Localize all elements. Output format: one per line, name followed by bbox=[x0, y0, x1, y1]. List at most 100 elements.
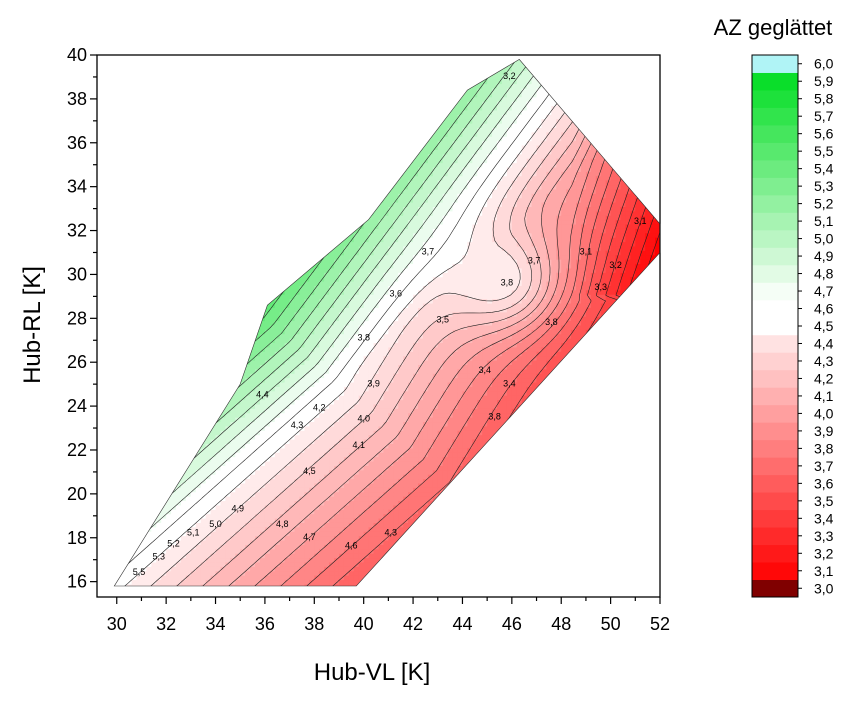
field-cell bbox=[136, 219, 143, 225]
field-cell bbox=[146, 452, 152, 458]
field-cell bbox=[279, 421, 286, 427]
field-cell bbox=[141, 267, 147, 273]
field-cell bbox=[289, 87, 296, 93]
field-cell bbox=[126, 118, 133, 124]
field-cell bbox=[146, 338, 152, 344]
field-cell bbox=[245, 223, 251, 229]
field-cell bbox=[279, 136, 286, 142]
field-cell bbox=[200, 553, 207, 559]
field-cell bbox=[289, 307, 296, 313]
field-cell bbox=[264, 526, 271, 532]
field-cell bbox=[102, 246, 108, 251]
field-cell bbox=[161, 557, 167, 563]
field-cell bbox=[180, 87, 187, 93]
field-cell bbox=[269, 346, 276, 352]
field-cell bbox=[121, 346, 128, 352]
field-cell bbox=[259, 351, 266, 357]
field-cell bbox=[259, 452, 266, 458]
field-cell bbox=[166, 197, 172, 203]
field-cell bbox=[171, 70, 177, 76]
field-cell bbox=[136, 263, 143, 269]
field-cell bbox=[269, 263, 276, 269]
field-cell bbox=[146, 285, 152, 291]
field-cell bbox=[146, 469, 152, 475]
field-cell bbox=[195, 504, 202, 510]
field-cell bbox=[269, 316, 276, 322]
field-cell bbox=[215, 324, 222, 330]
field-cell bbox=[146, 553, 152, 559]
field-cell bbox=[180, 474, 187, 480]
field-cell bbox=[107, 487, 113, 492]
field-cell bbox=[156, 232, 162, 238]
field-cell bbox=[121, 228, 128, 234]
field-cell bbox=[269, 531, 276, 537]
field-cell bbox=[200, 403, 207, 409]
field-cell bbox=[255, 373, 261, 379]
field-cell bbox=[215, 79, 222, 85]
field-cell bbox=[126, 153, 133, 159]
field-cell bbox=[250, 364, 256, 370]
field-cell bbox=[126, 531, 133, 537]
field-cell bbox=[114, 509, 118, 515]
field-cell bbox=[284, 206, 291, 212]
field-cell bbox=[121, 439, 128, 444]
field-cell bbox=[289, 263, 296, 269]
field-cell bbox=[264, 583, 271, 586]
field-cell bbox=[176, 434, 182, 440]
field-cell bbox=[171, 474, 177, 480]
field-cell bbox=[146, 412, 152, 418]
field-cell bbox=[210, 149, 217, 155]
field-cell bbox=[146, 109, 152, 115]
field-cell bbox=[102, 509, 108, 514]
field-cell bbox=[205, 504, 212, 510]
field-cell bbox=[289, 175, 296, 181]
field-cell bbox=[245, 79, 251, 85]
field-cell bbox=[156, 302, 162, 308]
field-cell bbox=[116, 355, 123, 361]
field-cell bbox=[176, 74, 182, 80]
field-cell bbox=[102, 154, 108, 159]
field-cell bbox=[200, 193, 207, 199]
field-cell bbox=[289, 298, 296, 304]
field-cell bbox=[215, 553, 222, 559]
field-cell bbox=[171, 298, 177, 304]
field-cell bbox=[171, 575, 177, 581]
field-cell bbox=[284, 61, 291, 67]
field-cell bbox=[151, 535, 157, 541]
field-cell bbox=[156, 531, 162, 537]
field-cell bbox=[131, 478, 138, 484]
field-cell bbox=[264, 180, 271, 186]
field-cell bbox=[141, 289, 147, 295]
field-cell bbox=[136, 320, 143, 326]
field-cell bbox=[230, 127, 236, 133]
field-cell bbox=[294, 504, 301, 510]
field-cell bbox=[279, 342, 286, 348]
field-cell bbox=[136, 535, 143, 541]
field-cell bbox=[195, 215, 202, 221]
field-cell bbox=[264, 474, 271, 480]
field-cell bbox=[97, 206, 103, 211]
field-cell bbox=[220, 61, 226, 67]
field-cell bbox=[235, 522, 241, 528]
field-cell bbox=[215, 355, 222, 361]
field-cell bbox=[269, 496, 276, 502]
field-cell bbox=[176, 281, 182, 287]
field-cell bbox=[190, 61, 197, 67]
field-cell bbox=[146, 417, 152, 423]
field-cell bbox=[284, 324, 291, 330]
field-cell bbox=[205, 245, 212, 251]
field-cell bbox=[235, 101, 241, 107]
field-cell bbox=[141, 237, 147, 243]
field-cell bbox=[205, 166, 212, 172]
field-cell bbox=[269, 548, 276, 554]
field-cell bbox=[185, 127, 192, 133]
field-cell bbox=[279, 223, 286, 229]
field-cell bbox=[279, 307, 286, 313]
field-cell bbox=[151, 412, 157, 418]
field-cell bbox=[220, 491, 226, 497]
field-cell bbox=[245, 276, 251, 282]
field-cell bbox=[255, 276, 261, 282]
field-cell bbox=[264, 272, 271, 278]
field-cell bbox=[279, 320, 286, 326]
field-cell bbox=[284, 118, 291, 124]
